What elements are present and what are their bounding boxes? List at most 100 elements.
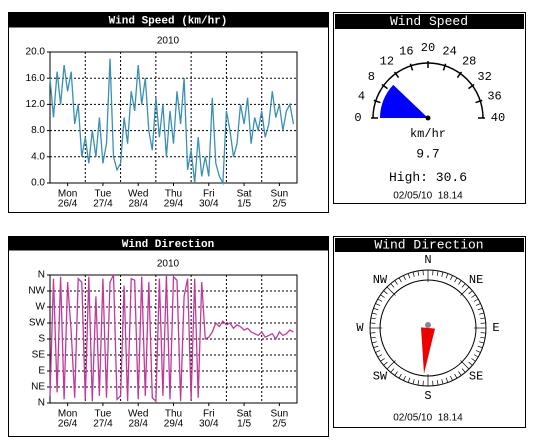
x-tick-label: 29/4 xyxy=(164,199,184,210)
compass-tick xyxy=(480,317,486,320)
compass-tick xyxy=(450,375,453,381)
x-tick-label: Thu xyxy=(165,189,182,200)
compass-tick xyxy=(371,341,377,344)
gauge-tick-label: 40 xyxy=(491,111,505,125)
compass-label: S xyxy=(424,389,431,403)
data-line xyxy=(49,274,294,403)
compass-tick xyxy=(417,380,420,386)
gauge-tick xyxy=(442,63,447,71)
compass-tick xyxy=(450,275,453,281)
x-tick-label: 28/4 xyxy=(128,199,148,210)
x-tick-label: Thu xyxy=(165,409,182,420)
compass-tick xyxy=(458,371,462,376)
x-tick-label: 29/4 xyxy=(164,419,184,430)
compass-tick xyxy=(454,373,458,379)
y-tick-label: S xyxy=(38,334,45,345)
compass-tick xyxy=(386,360,396,370)
x-tick-label: 26/4 xyxy=(58,199,78,210)
compass-tick xyxy=(445,377,449,383)
x-tick-label: Wed xyxy=(128,189,148,200)
compass-tick xyxy=(394,280,398,285)
compass-tick xyxy=(383,361,388,366)
compass-tick xyxy=(398,277,402,283)
y-tick-label: NW xyxy=(28,286,45,297)
compass-label: SE xyxy=(469,369,483,383)
panel-title: Wind Speed (km/hr) xyxy=(109,15,228,27)
compass-tick xyxy=(373,345,379,349)
needle-tip xyxy=(421,327,435,374)
gauge-tick xyxy=(381,83,388,90)
compass-tick xyxy=(468,361,473,366)
data-line xyxy=(49,58,295,186)
x-tick-label: 27/4 xyxy=(93,419,113,430)
compass-tick xyxy=(460,286,470,296)
chart-subtitle: 2010 xyxy=(157,36,180,47)
compass-label: NW xyxy=(373,273,388,287)
compass-tick xyxy=(380,294,385,298)
gauge-tick xyxy=(393,71,400,78)
compass-tick xyxy=(473,354,479,358)
x-tick-label: 27/4 xyxy=(93,199,113,210)
gauge-value: 9.7 xyxy=(416,146,439,161)
x-tick-label: 30/4 xyxy=(199,419,219,430)
compass-label: NE xyxy=(469,273,483,287)
gauge-tick xyxy=(456,71,463,78)
y-tick-label: 20.0 xyxy=(26,47,46,58)
gauge-tick-label: 20 xyxy=(421,41,435,55)
x-tick-label: Mon xyxy=(58,409,77,420)
x-tick-label: 28/4 xyxy=(128,419,148,430)
high-value: 30.6 xyxy=(436,170,467,185)
compass-tick xyxy=(445,273,449,279)
y-tick-label: E xyxy=(38,366,45,377)
compass-tick xyxy=(403,275,406,281)
gauge-tick-label: 8 xyxy=(368,70,375,84)
x-tick-label: Fri xyxy=(203,189,215,200)
panel-title: Wind Direction xyxy=(374,237,483,252)
compass-tick xyxy=(407,377,411,383)
compass-tick xyxy=(441,379,444,385)
x-tick-label: Sun xyxy=(270,409,288,420)
compass-tick xyxy=(471,294,476,298)
gauge-tick-label: 24 xyxy=(442,45,456,59)
compass-tick xyxy=(436,270,439,276)
y-tick-label: NE xyxy=(31,382,45,393)
y-tick-label: N xyxy=(38,398,45,409)
compass-tick xyxy=(454,277,458,283)
compass-tick xyxy=(412,379,415,385)
compass-label: W xyxy=(356,321,364,335)
x-tick-label: 2/5 xyxy=(272,419,286,430)
compass-tick xyxy=(403,375,406,381)
x-tick-label: Sat xyxy=(237,189,252,200)
compass-tick xyxy=(475,350,481,353)
compass-needle xyxy=(421,327,435,374)
compass-tick xyxy=(386,286,396,296)
compass-tick xyxy=(461,283,466,288)
gauge-tick-label: 16 xyxy=(399,45,413,59)
gauge-tick xyxy=(409,63,414,71)
y-tick-label: W xyxy=(36,302,46,313)
compass-label: E xyxy=(492,321,499,335)
timestamp: 02/05/10 18.14 xyxy=(393,191,463,202)
compass-tick xyxy=(479,312,485,315)
gauge-tick xyxy=(373,99,381,104)
compass-tick xyxy=(373,307,379,311)
y-tick-label: 12.0 xyxy=(26,99,46,110)
compass-label: SW xyxy=(373,369,388,383)
compass-tick xyxy=(471,358,476,362)
x-tick-label: 1/5 xyxy=(237,419,251,430)
compass-tick xyxy=(380,358,385,362)
x-tick-label: Wed xyxy=(128,409,148,420)
compass-tick xyxy=(460,360,470,370)
panel-title: Wind Speed xyxy=(390,14,468,29)
panel xyxy=(333,12,526,204)
compass-tick xyxy=(477,307,483,311)
y-tick-label: N xyxy=(38,270,45,281)
x-tick-label: Fri xyxy=(203,409,215,420)
panel-title: Wind Direction xyxy=(122,239,214,251)
compass-tick xyxy=(377,354,383,358)
compass-tick xyxy=(370,336,376,339)
gauge-tick-label: 12 xyxy=(380,55,394,69)
y-tick-label: 8.0 xyxy=(31,125,45,136)
x-tick-label: Tue xyxy=(94,409,111,420)
